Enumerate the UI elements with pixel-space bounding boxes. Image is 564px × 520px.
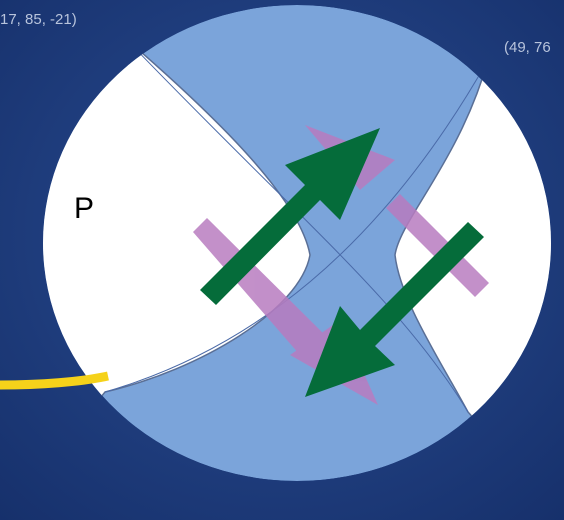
t-axes (200, 128, 484, 397)
yellow-line (0, 371, 109, 390)
p-label: P (74, 192, 94, 225)
label-left: 17, 85, -21) (0, 11, 77, 28)
nodal-plane (104, 37, 489, 413)
label-right: (49, 76 (504, 39, 551, 56)
